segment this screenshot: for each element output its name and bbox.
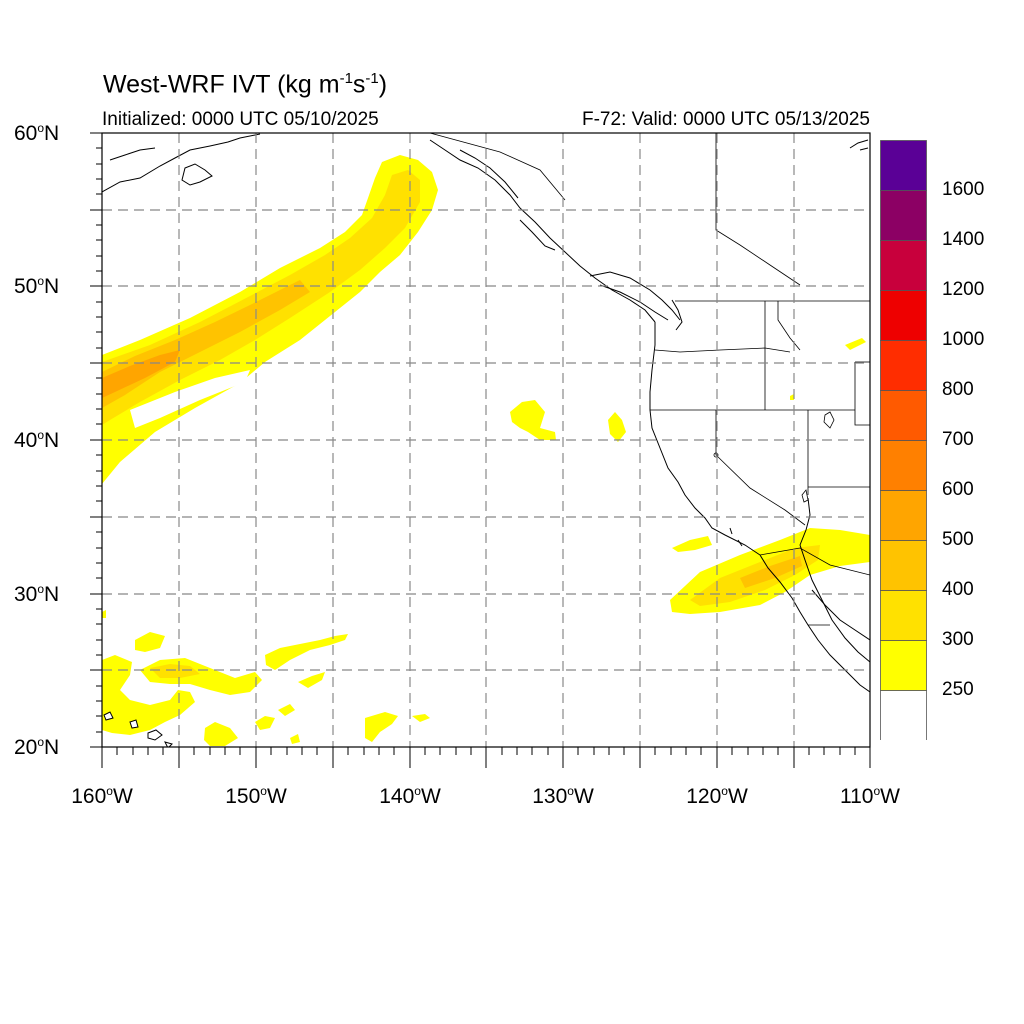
lat-label-50: 50oN (14, 274, 60, 298)
colorbar-label-600: 600 (942, 479, 974, 500)
lon-label-150: 150oW (225, 784, 287, 808)
colorbar-box (880, 340, 927, 391)
lat-label-40: 40oN (14, 428, 60, 452)
colorbar-label-300: 300 (942, 629, 974, 650)
colorbar-box (880, 440, 927, 491)
colorbar-box (880, 540, 927, 591)
initialized-time: Initialized: 0000 UTC 05/10/2025 (102, 109, 379, 130)
lon-label-120: 120oW (686, 784, 748, 808)
colorbar (880, 140, 927, 740)
chart-title: West-WRF IVT (kg m-1s-1) (103, 70, 388, 99)
colorbar-box (880, 490, 927, 541)
political-borders (429, 133, 870, 626)
colorbar-label-1200: 1200 (942, 279, 985, 300)
colorbar-label-250: 250 (942, 679, 974, 700)
lat-label-30: 30oN (14, 582, 60, 606)
colorbar-box (880, 190, 927, 241)
ivt-plume-core-500 (102, 350, 180, 398)
colorbar-label-400: 400 (942, 579, 974, 600)
colorbar-label-1400: 1400 (942, 229, 985, 250)
ivt-filled-contours (102, 155, 870, 746)
colorbar-box (880, 290, 927, 341)
colorbar-label-500: 500 (942, 529, 974, 550)
colorbar-label-1000: 1000 (942, 329, 985, 350)
ivt-subtropical-patches (102, 655, 195, 735)
hawaiian-islands (103, 711, 173, 747)
colorbar-label-800: 800 (942, 379, 974, 400)
lon-label-160: 160oW (71, 784, 133, 808)
colorbar-box (880, 390, 927, 441)
colorbar-box (880, 590, 927, 641)
lon-label-130: 130oW (532, 784, 594, 808)
colorbar-box (880, 690, 927, 740)
colorbar-box (880, 140, 927, 191)
colorbar-label-1600: 1600 (942, 179, 985, 200)
colorbar-box (880, 240, 927, 291)
valid-time: F-72: Valid: 0000 UTC 05/13/2025 (582, 109, 870, 130)
lat-label-60: 60oN (14, 121, 60, 145)
colorbar-label-700: 700 (942, 429, 974, 450)
graticule (102, 133, 870, 747)
ivt-plume-core-400 (102, 280, 310, 408)
colorbar-box (880, 640, 927, 691)
lon-label-110: 110oW (840, 784, 900, 808)
axis-ticks (90, 132, 871, 768)
lon-label-140: 140oW (379, 784, 441, 808)
lat-label-20: 20oN (14, 735, 60, 759)
